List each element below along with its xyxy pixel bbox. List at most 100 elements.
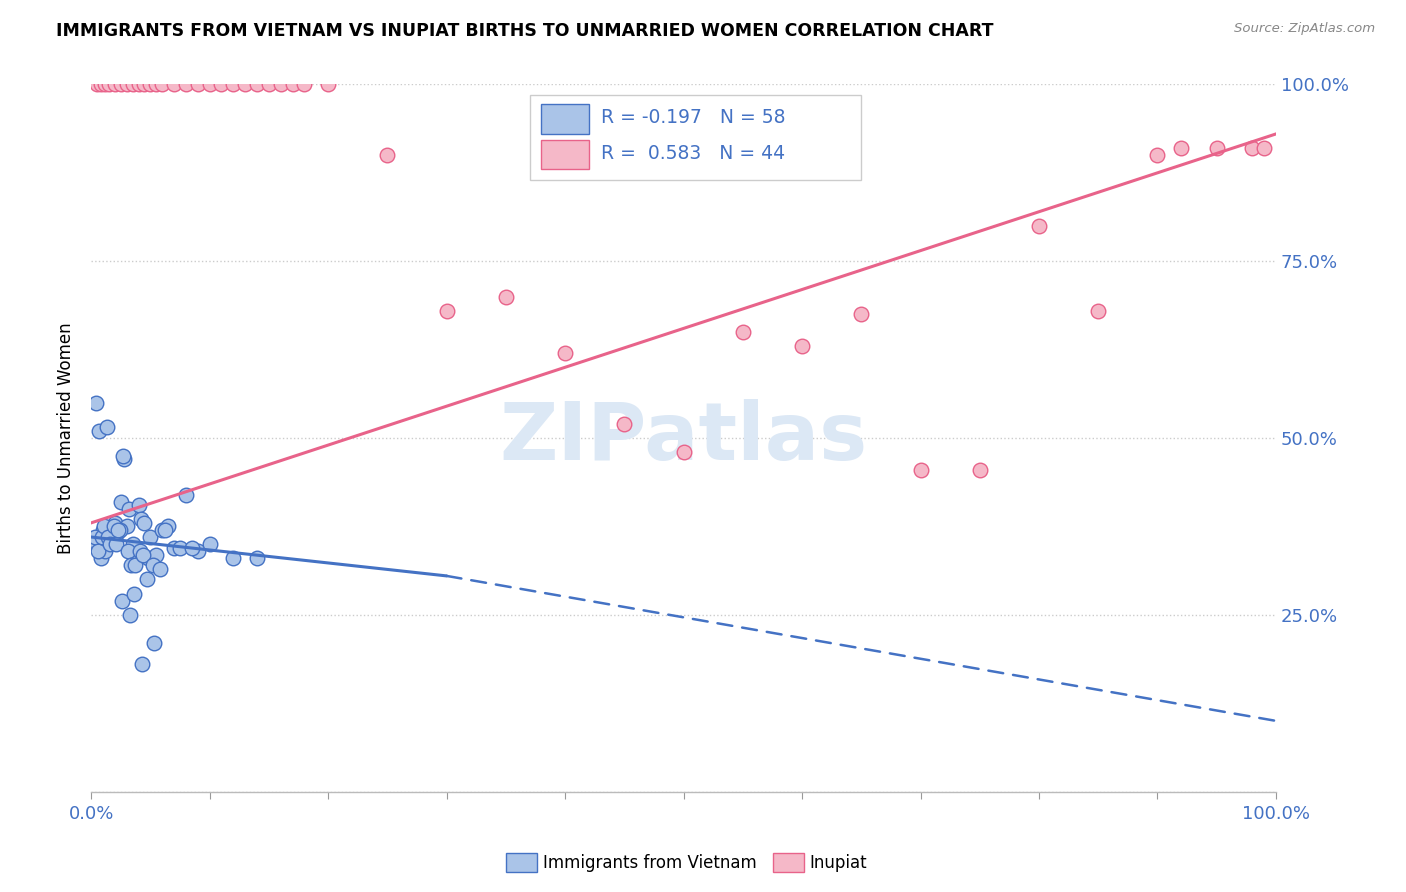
Point xyxy=(118,501,141,516)
Point xyxy=(1205,141,1227,155)
Point xyxy=(969,463,991,477)
Point xyxy=(111,593,134,607)
Point xyxy=(120,558,142,573)
Point xyxy=(142,636,165,650)
Point xyxy=(128,78,150,92)
FancyBboxPatch shape xyxy=(541,104,589,134)
Point xyxy=(1028,219,1050,233)
Point xyxy=(495,289,517,303)
Point xyxy=(97,530,120,544)
Text: Source: ZipAtlas.com: Source: ZipAtlas.com xyxy=(1234,22,1375,36)
Text: R = -0.197   N = 58: R = -0.197 N = 58 xyxy=(600,108,785,128)
Point xyxy=(112,449,135,463)
Point xyxy=(222,551,245,566)
Point xyxy=(105,526,128,541)
Point xyxy=(613,417,636,431)
Point xyxy=(96,420,118,434)
Point xyxy=(87,544,110,558)
Point xyxy=(257,78,280,92)
Point xyxy=(125,551,148,566)
Point xyxy=(1253,141,1275,155)
Text: IMMIGRANTS FROM VIETNAM VS INUPIAT BIRTHS TO UNMARRIED WOMEN CORRELATION CHART: IMMIGRANTS FROM VIETNAM VS INUPIAT BIRTH… xyxy=(56,22,994,40)
Point xyxy=(104,516,127,530)
Point xyxy=(94,78,117,92)
Point xyxy=(851,307,873,321)
Point xyxy=(153,523,176,537)
Point xyxy=(115,78,138,92)
Point xyxy=(131,657,153,672)
Point xyxy=(110,78,132,92)
Point xyxy=(139,530,162,544)
Text: Immigrants from Vietnam: Immigrants from Vietnam xyxy=(543,854,756,871)
Point xyxy=(198,78,221,92)
Point xyxy=(128,498,150,512)
Point xyxy=(93,519,115,533)
Point xyxy=(105,537,128,551)
Point xyxy=(150,523,173,537)
Point xyxy=(187,544,209,558)
Point xyxy=(84,395,107,409)
Point xyxy=(86,537,108,551)
Point xyxy=(134,78,156,92)
Point xyxy=(233,78,256,92)
Point xyxy=(150,78,173,92)
Point xyxy=(108,523,131,537)
Point xyxy=(145,78,167,92)
Point xyxy=(103,519,125,533)
Point xyxy=(436,303,458,318)
Point xyxy=(94,544,117,558)
Text: Inupiat: Inupiat xyxy=(810,854,868,871)
Point xyxy=(731,325,754,339)
Point xyxy=(107,523,129,537)
Y-axis label: Births to Unmarried Women: Births to Unmarried Women xyxy=(58,322,75,554)
Point xyxy=(89,424,111,438)
Point xyxy=(222,78,245,92)
Point xyxy=(246,551,269,566)
Point xyxy=(163,78,186,92)
Point xyxy=(115,519,138,533)
Point xyxy=(122,586,145,600)
Point xyxy=(101,530,124,544)
Point xyxy=(174,78,197,92)
Point xyxy=(281,78,304,92)
Point xyxy=(149,562,172,576)
Point xyxy=(174,487,197,501)
Point xyxy=(86,78,108,92)
Point xyxy=(198,537,221,551)
Point xyxy=(554,346,576,360)
Point xyxy=(1241,141,1264,155)
Point xyxy=(98,537,121,551)
Point xyxy=(110,494,132,508)
FancyBboxPatch shape xyxy=(530,95,862,180)
Point xyxy=(211,78,233,92)
Point xyxy=(790,339,813,353)
Point xyxy=(90,530,112,544)
Point xyxy=(1170,141,1192,155)
Point xyxy=(91,523,114,537)
Point xyxy=(90,551,112,566)
Point xyxy=(134,516,156,530)
Point xyxy=(316,78,339,92)
Point xyxy=(97,533,120,548)
Point xyxy=(120,607,142,622)
Point xyxy=(135,573,157,587)
Point xyxy=(145,548,167,562)
Point xyxy=(910,463,932,477)
Point xyxy=(180,541,202,555)
Point xyxy=(124,558,146,573)
Point xyxy=(117,544,139,558)
Point xyxy=(104,78,127,92)
Point xyxy=(270,78,292,92)
Point xyxy=(129,512,152,526)
Text: ZIPatlas: ZIPatlas xyxy=(499,399,868,477)
Point xyxy=(187,78,209,92)
Point xyxy=(246,78,269,92)
Point xyxy=(90,78,112,92)
Point xyxy=(163,541,186,555)
Point xyxy=(97,78,120,92)
FancyBboxPatch shape xyxy=(541,139,589,169)
Point xyxy=(121,78,143,92)
Point xyxy=(132,548,155,562)
Point xyxy=(139,78,162,92)
Point xyxy=(83,530,105,544)
